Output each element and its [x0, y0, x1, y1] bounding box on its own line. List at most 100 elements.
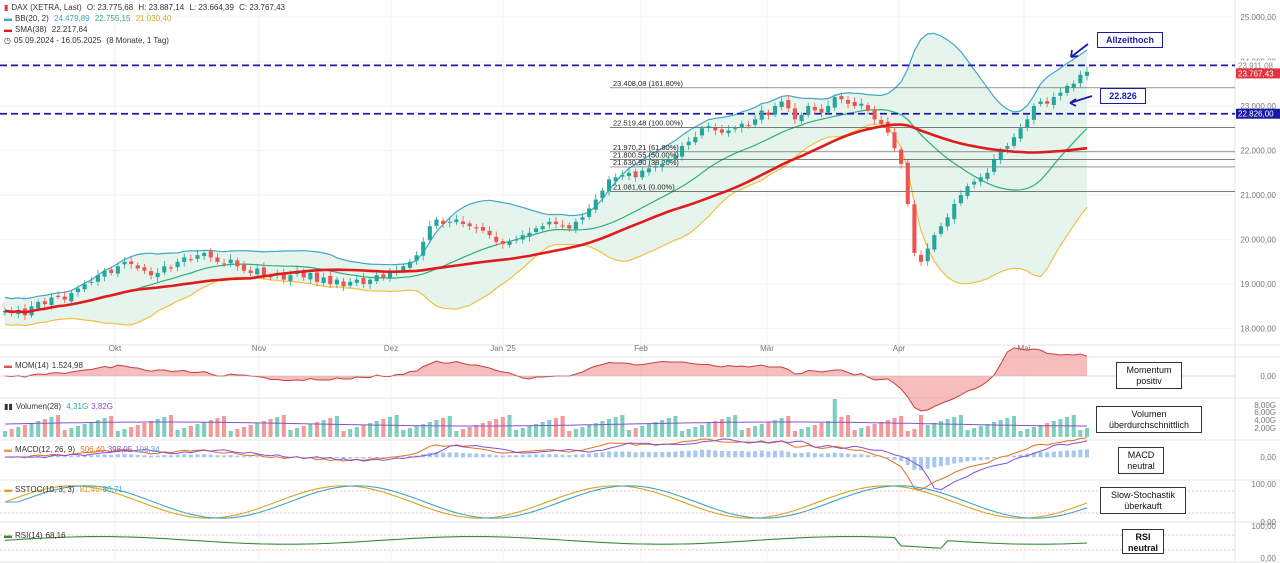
candle-body [620, 175, 625, 177]
volume-bar [826, 421, 831, 437]
macd-histogram-bar [480, 453, 485, 458]
macd-histogram-bar [401, 456, 406, 458]
macd-histogram-bar [109, 454, 114, 458]
macd-histogram-bar [706, 449, 711, 458]
volume-bar [487, 421, 492, 437]
macd-histogram-bar [142, 455, 147, 458]
candle-body [62, 296, 67, 300]
volume-bar [593, 423, 598, 437]
volume-bar [753, 426, 758, 437]
candle-body [348, 281, 353, 286]
candle-body [680, 146, 685, 157]
macd-histogram-bar [381, 457, 386, 458]
candle-body [753, 119, 758, 125]
macd-histogram-bar [925, 457, 930, 469]
volume-bar [932, 423, 937, 437]
macd-histogram-bar [958, 457, 963, 463]
macd-histogram-bar [162, 454, 167, 458]
volume-bar [421, 424, 426, 437]
candle-body [925, 248, 930, 262]
macd-histogram-bar [673, 451, 678, 458]
volume-bar [845, 415, 851, 437]
candle-body [421, 241, 426, 256]
candle-body [155, 272, 160, 278]
volume-bar [175, 430, 180, 437]
macd-histogram-bar [533, 454, 539, 458]
volume-bar [713, 421, 718, 437]
volume-bar [321, 420, 326, 437]
macd-histogram-bar [321, 457, 326, 459]
macd-histogram-bar [1005, 456, 1010, 458]
macd-histogram-bar [753, 451, 758, 458]
macd-histogram-bar [593, 452, 598, 458]
macd-histogram-bar [905, 457, 910, 466]
volume-bar [686, 429, 691, 437]
macd-histogram-bar [195, 454, 200, 458]
macd-histogram-bar [361, 457, 366, 459]
volume-bar [1084, 428, 1090, 437]
candle-body [1005, 146, 1010, 149]
candle-body [885, 121, 890, 133]
volume-bar [261, 421, 266, 437]
volume-bar [998, 420, 1003, 437]
volume-bar [49, 417, 54, 437]
volume-bar [1005, 418, 1010, 437]
volume-bar [613, 417, 618, 437]
volume-bar [148, 421, 154, 437]
macd-histogram-bar [985, 457, 990, 460]
macd-histogram-bar [660, 452, 665, 458]
candle-body [255, 268, 260, 275]
candle-body [607, 179, 612, 191]
volume-bar [553, 418, 559, 437]
price-panel: stock323.408,08 (161.80%)22.519,48 (100.… [0, 32, 1235, 327]
candle-body [1051, 97, 1056, 105]
macd-histogram-bar [872, 456, 877, 458]
macd-histogram-bar [75, 455, 81, 458]
macd-histogram-bar [208, 454, 213, 458]
volume-bar [142, 423, 147, 437]
volume-bar [301, 426, 306, 437]
volume-bar [832, 399, 837, 437]
volume-bar [912, 429, 917, 437]
macd-histogram-bar [819, 453, 824, 458]
bb-mid-line [4, 108, 1088, 313]
ath-price-tag-bg [1236, 60, 1280, 71]
volume-bar [281, 415, 286, 437]
candle-body [839, 96, 844, 100]
volume-bar [812, 425, 817, 437]
volume-bar [414, 426, 419, 437]
stoch-k-line [4, 485, 1088, 519]
macd-histogram-bar [441, 452, 446, 458]
candle-body [301, 271, 306, 278]
candle-body [1025, 119, 1030, 128]
macd-histogram-bar [122, 453, 127, 458]
candle-body [328, 276, 333, 285]
macd-histogram-bar [228, 455, 233, 458]
candle-body [368, 279, 373, 285]
macd-histogram-bar [56, 456, 61, 458]
price-tick-label: 22.000,00 [1240, 147, 1276, 156]
volume-bar [872, 424, 877, 437]
candle-body [208, 251, 213, 258]
candle-body [354, 279, 359, 283]
candle-body [859, 103, 864, 106]
bb-mid-value: 22.755,15 [94, 14, 131, 23]
candle-body [912, 204, 917, 253]
volume-bar [268, 419, 273, 437]
macd-histogram-bar [202, 454, 207, 458]
candle-body [633, 171, 638, 178]
candle-body [75, 288, 81, 293]
macd-histogram-bar [368, 457, 373, 459]
macd-histogram-bar [1078, 449, 1083, 458]
volume-bar [1011, 416, 1017, 437]
candle-body [434, 219, 439, 226]
candle-body [978, 177, 983, 182]
volume-bar [16, 427, 21, 437]
candle-body [905, 162, 910, 204]
fib-label: 21.800,55 (50.00%) [613, 150, 679, 159]
fib-label: 23.408,08 (161.80%) [613, 79, 684, 88]
macd-histogram-bar [507, 455, 512, 458]
macd-legend: ▬ MACD(12, 26, 9) 506,40 398,05 108,34 [4, 445, 160, 454]
volume-bar [255, 423, 260, 437]
